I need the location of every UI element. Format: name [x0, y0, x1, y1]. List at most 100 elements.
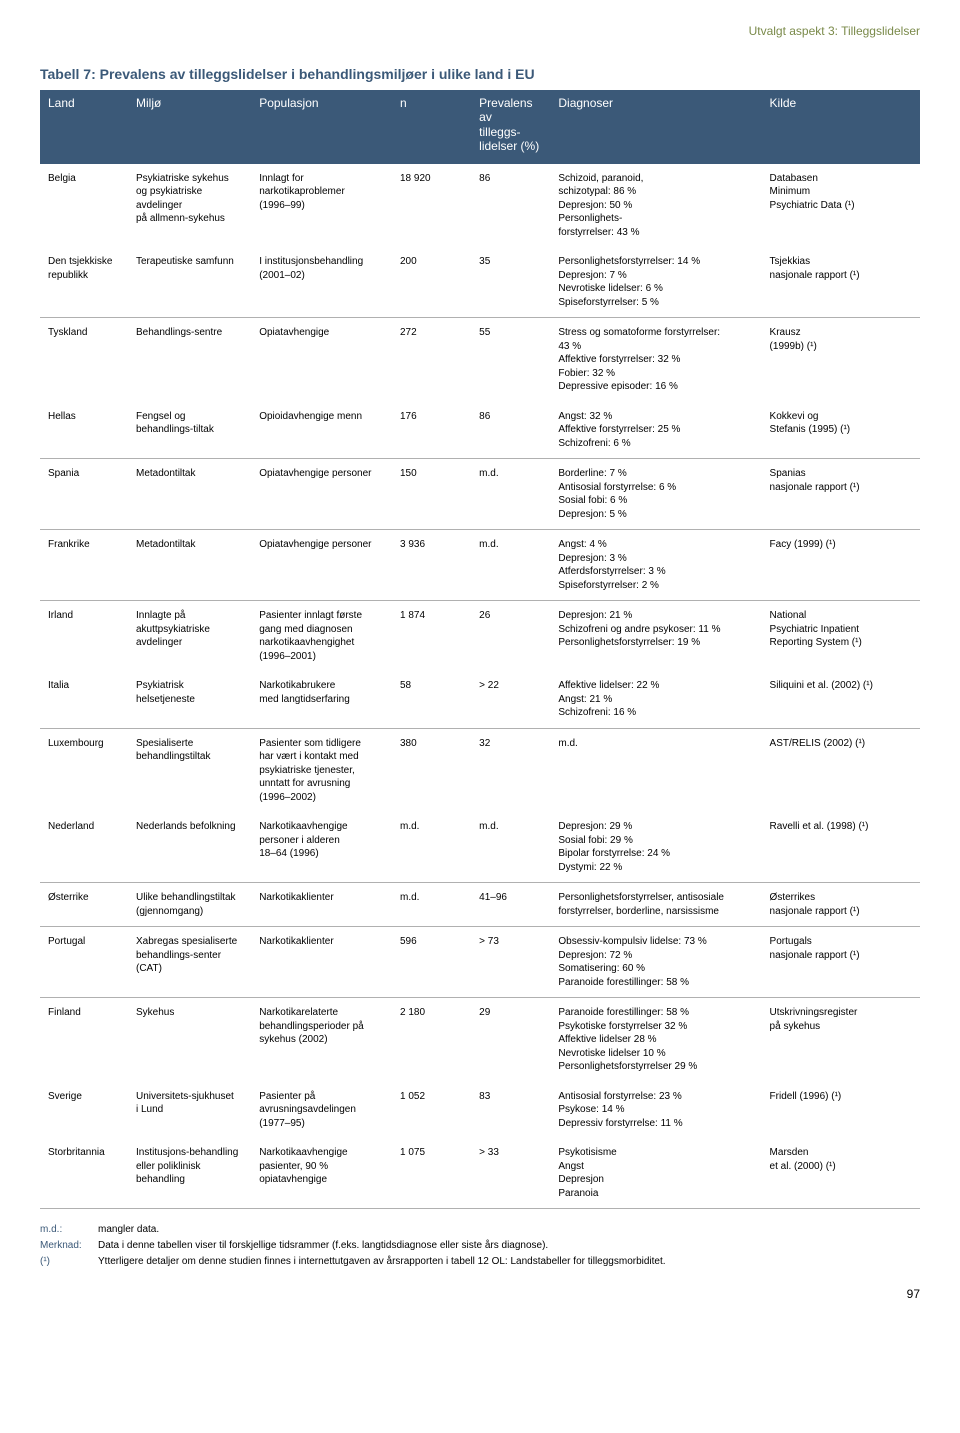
cell-c6: Utskrivningsregisterpå sykehus: [762, 998, 920, 1082]
cell-c5: Borderline: 7 %Antisosial forstyrrelse: …: [550, 459, 761, 530]
cell-c1: Behandlings-sentre: [128, 318, 251, 402]
cell-c4: 83: [471, 1082, 550, 1139]
cell-c6: Marsdenet al. (2000) (¹): [762, 1138, 920, 1209]
cell-c0: Frankrike: [40, 530, 128, 601]
cell-c5: m.d.: [550, 728, 761, 812]
cell-c2: Innlagt fornarkotikaproblemer(1996–99): [251, 164, 392, 248]
table-row: StorbritanniaInstitusjons-behandlingelle…: [40, 1138, 920, 1209]
cell-c4: m.d.: [471, 812, 550, 883]
cell-c0: Storbritannia: [40, 1138, 128, 1209]
cell-c5: Stress og somatoforme forstyrrelser:43 %…: [550, 318, 761, 402]
cell-c4: 35: [471, 247, 550, 318]
footnote-merknad-label: Merknad:: [40, 1239, 98, 1253]
cell-c4: 86: [471, 402, 550, 459]
cell-c0: Belgia: [40, 164, 128, 248]
cell-c1: Xabregas spesialisertebehandlings-senter…: [128, 927, 251, 998]
cell-c4: 86: [471, 164, 550, 248]
cell-c2: Narkotikaklienter: [251, 927, 392, 998]
cell-c5: Depresjon: 21 %Schizofreni og andre psyk…: [550, 601, 761, 672]
cell-c1: Fengsel ogbehandlings-tiltak: [128, 402, 251, 459]
cell-c2: Pasienter innlagt førstegang med diagnos…: [251, 601, 392, 672]
cell-c1: Terapeutiske samfunn: [128, 247, 251, 318]
table-row: SpaniaMetadontiltakOpiatavhengige person…: [40, 459, 920, 530]
cell-c3: 380: [392, 728, 471, 812]
cell-c4: 55: [471, 318, 550, 402]
cell-c4: > 73: [471, 927, 550, 998]
cell-c0: Portugal: [40, 927, 128, 998]
cell-c2: Opioidavhengige menn: [251, 402, 392, 459]
cell-c5: Personlighetsforstyrrelser: 14 %Depresjo…: [550, 247, 761, 318]
cell-c0: Italia: [40, 671, 128, 728]
cell-c3: 1 874: [392, 601, 471, 672]
footnote-ref-text: Ytterligere detaljer om denne studien fi…: [98, 1255, 920, 1269]
cell-c1: Nederlands befolkning: [128, 812, 251, 883]
cell-c3: m.d.: [392, 883, 471, 927]
prevalence-table: Land Miljø Populasjon n Prevalens avtill…: [40, 90, 920, 1209]
cell-c3: 18 920: [392, 164, 471, 248]
cell-c1: Spesialisertebehandlingstiltak: [128, 728, 251, 812]
footnote-merknad-text: Data i denne tabellen viser til forskjel…: [98, 1239, 920, 1253]
cell-c4: 41–96: [471, 883, 550, 927]
cell-c3: m.d.: [392, 812, 471, 883]
cell-c2: Narkotikaavhengigepasienter, 90 %opiatav…: [251, 1138, 392, 1209]
cell-c5: Personlighetsforstyrrelser, antisosialef…: [550, 883, 761, 927]
cell-c3: 272: [392, 318, 471, 402]
cell-c5: PsykotisismeAngstDepresjonParanoia: [550, 1138, 761, 1209]
cell-c5: Depresjon: 29 %Sosial fobi: 29 %Bipolar …: [550, 812, 761, 883]
cell-c6: Portugalsnasjonale rapport (¹): [762, 927, 920, 998]
cell-c1: Innlagte påakuttpsykiatriske avdelinger: [128, 601, 251, 672]
cell-c4: 29: [471, 998, 550, 1082]
cell-c2: Pasienter som tidligerehar vært i kontak…: [251, 728, 392, 812]
cell-c0: Finland: [40, 998, 128, 1082]
cell-c4: m.d.: [471, 530, 550, 601]
cell-c5: Affektive lidelser: 22 %Angst: 21 %Schiz…: [550, 671, 761, 728]
cell-c6: Facy (1999) (¹): [762, 530, 920, 601]
cell-c0: Nederland: [40, 812, 128, 883]
cell-c1: Sykehus: [128, 998, 251, 1082]
cell-c3: 596: [392, 927, 471, 998]
cell-c0: Den tsjekkiskerepublikk: [40, 247, 128, 318]
cell-c3: 3 936: [392, 530, 471, 601]
chapter-title: Utvalgt aspekt 3: Tilleggslidelser: [40, 24, 920, 38]
cell-c4: > 33: [471, 1138, 550, 1209]
table-row: FinlandSykehusNarkotikarelatertebehandli…: [40, 998, 920, 1082]
col-prevalens: Prevalens avtilleggs-lidelser (%): [471, 90, 550, 164]
cell-c2: Narkotikaavhengigepersoner i alderen18–6…: [251, 812, 392, 883]
col-miljo: Miljø: [128, 90, 251, 164]
cell-c0: Tyskland: [40, 318, 128, 402]
cell-c6: Krausz(1999b) (¹): [762, 318, 920, 402]
table-row: NederlandNederlands befolkningNarkotikaa…: [40, 812, 920, 883]
cell-c1: Institusjons-behandlingeller poliklinisk…: [128, 1138, 251, 1209]
cell-c4: m.d.: [471, 459, 550, 530]
table-title: Tabell 7: Prevalens av tilleggslidelser …: [40, 66, 920, 82]
cell-c5: Angst: 4 %Depresjon: 3 %Atferdsforstyrre…: [550, 530, 761, 601]
cell-c6: Tsjekkiasnasjonale rapport (¹): [762, 247, 920, 318]
cell-c4: 26: [471, 601, 550, 672]
col-diagnoser: Diagnoser: [550, 90, 761, 164]
cell-c6: Siliquini et al. (2002) (¹): [762, 671, 920, 728]
cell-c5: Obsessiv-kompulsiv lidelse: 73 %Depresjo…: [550, 927, 761, 998]
cell-c5: Antisosial forstyrrelse: 23 %Psykose: 14…: [550, 1082, 761, 1139]
table-header-row: Land Miljø Populasjon n Prevalens avtill…: [40, 90, 920, 164]
footnote-ref-label: (¹): [40, 1255, 98, 1269]
table-row: IrlandInnlagte påakuttpsykiatriske avdel…: [40, 601, 920, 672]
cell-c3: 1 052: [392, 1082, 471, 1139]
cell-c3: 150: [392, 459, 471, 530]
footnote-md-text: mangler data.: [98, 1223, 920, 1237]
cell-c1: Psykiatrisk helsetjeneste: [128, 671, 251, 728]
col-n: n: [392, 90, 471, 164]
cell-c3: 200: [392, 247, 471, 318]
col-land: Land: [40, 90, 128, 164]
cell-c2: Narkotikaklienter: [251, 883, 392, 927]
table-row: ItaliaPsykiatrisk helsetjenesteNarkotika…: [40, 671, 920, 728]
table-row: HellasFengsel ogbehandlings-tiltakOpioid…: [40, 402, 920, 459]
table-row: LuxembourgSpesialisertebehandlingstiltak…: [40, 728, 920, 812]
cell-c3: 176: [392, 402, 471, 459]
table-row: ØsterrikeUlike behandlingstiltak(gjennom…: [40, 883, 920, 927]
cell-c6: Østerrikesnasjonale rapport (¹): [762, 883, 920, 927]
table-row: Den tsjekkiskerepublikkTerapeutiske samf…: [40, 247, 920, 318]
cell-c1: Metadontiltak: [128, 530, 251, 601]
cell-c0: Østerrike: [40, 883, 128, 927]
cell-c2: Opiatavhengige personer: [251, 459, 392, 530]
cell-c2: Opiatavhengige: [251, 318, 392, 402]
